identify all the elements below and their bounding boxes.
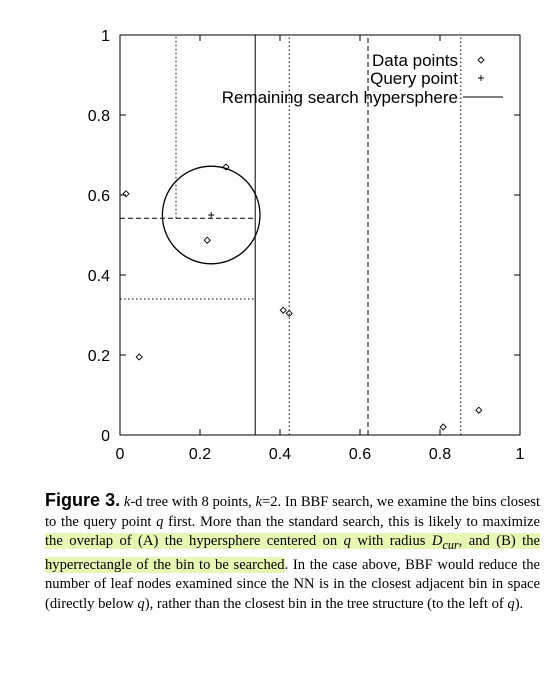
caption-var-q: q [507,595,515,612]
caption-text: =2. In BBF search, we examine the bins c… [45,494,540,530]
data-point [122,190,130,198]
caption-text: -d tree with 8 points, [130,494,256,510]
caption-sub-cur: cur [442,538,458,552]
x-tick-label: 1 [516,446,525,463]
y-tick-label: 0 [101,428,110,445]
caption-var-q: q [343,533,351,550]
y-tick-label: 0.4 [88,268,110,285]
caption-var-cur: cur [442,538,459,553]
figure-label: Figure 3. [45,490,121,510]
data-point [279,306,287,314]
caption-var-k: k [255,494,263,510]
caption-var-q: q [156,513,164,530]
data-point [203,236,211,244]
caption-text: ). [514,595,524,612]
caption-text: first. More than the standard search, th… [163,513,540,530]
x-tick-label: 0.4 [269,446,291,463]
x-tick-label: 0.6 [349,446,371,463]
legend-marker-diamond [477,56,485,64]
x-tick-label: 0.8 [429,446,451,463]
data-point [222,163,230,171]
query-point [208,212,215,218]
axis-ticks: 0 0.2 0.4 0.6 0.8 1 0 0.2 0.4 0.6 0.8 1 [88,28,525,463]
y-tick-label: 0.6 [88,188,110,205]
caption-highlight-text: , and (B) the hyperrectangle of the bin … [45,533,540,573]
x-tick-label: 0.2 [189,446,211,463]
caption-text: ), rather than the closest bin in the tr… [144,595,508,612]
y-tick-label: 0.8 [88,108,110,125]
legend-label-hypersphere: Remaining search hypersphere [222,88,458,107]
legend-label-data-points: Data points [372,51,458,70]
data-points [122,163,483,431]
data-point [475,406,483,414]
caption-var-k: k [123,494,131,510]
query-marker [208,212,215,218]
kd-tree-plot: 0 0.2 0.4 0.6 0.8 1 0 0.2 0.4 0.6 0.8 1 Data points… [88,28,525,463]
plot-frame [119,34,521,436]
caption-highlight-text: the overlap of (A) the hypersphere cente… [45,533,344,550]
figure-caption: Figure 3. k-d tree with 8 points, k=2. I… [45,490,540,614]
caption-var-q: q [137,595,145,612]
search-hypersphere [161,165,261,265]
legend: Data points Query point Remaining search… [222,51,503,107]
data-point [135,353,143,361]
data-point [285,309,293,318]
y-tick-label: 1 [101,28,110,45]
caption-text: . In the case above, BBF would reduce th… [45,556,540,612]
caption-var-dcur: D [431,533,443,550]
legend-marker-plus [478,75,484,81]
data-point [439,423,447,431]
caption-highlight-text: with radius [350,533,432,550]
x-tick-label: 0 [116,446,125,463]
legend-label-query-point: Query point [370,69,458,88]
y-tick-label: 0.2 [88,348,110,365]
